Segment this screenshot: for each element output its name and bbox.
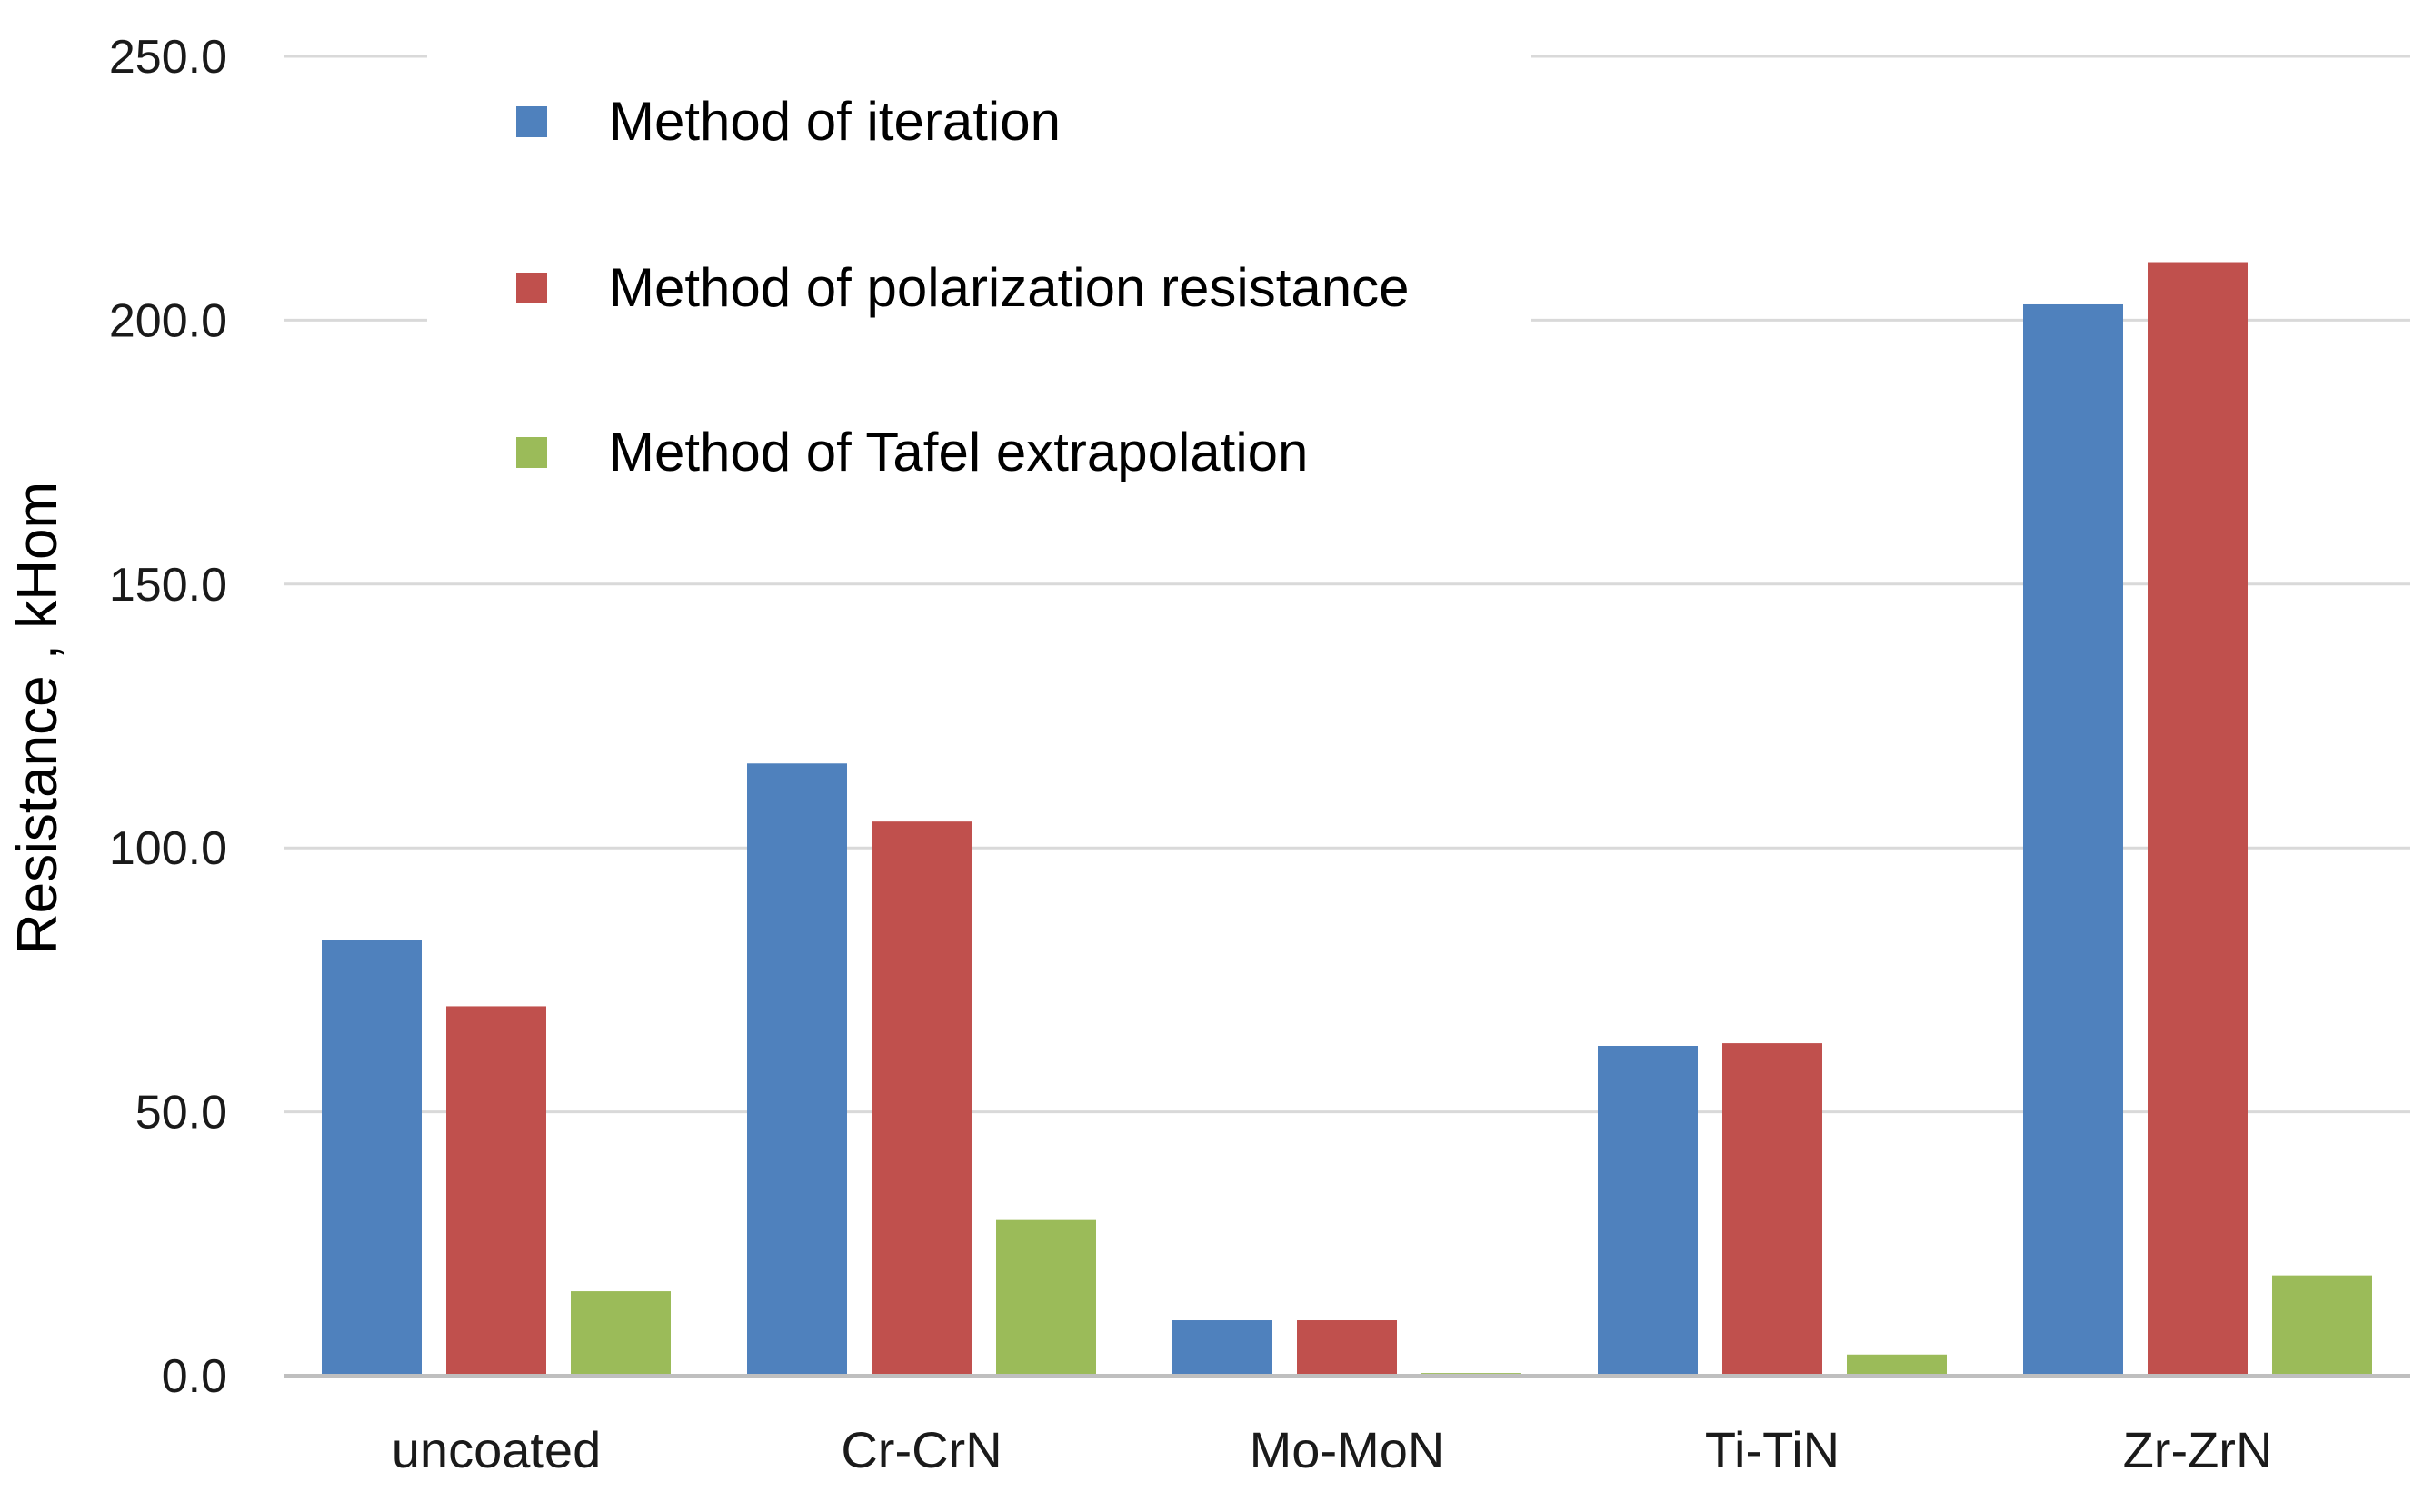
legend-label: Method of Tafel extrapolation (609, 422, 1308, 482)
x-tick-label: Zr-ZrN (2123, 1421, 2273, 1478)
y-axis-title: Resistance , kHom (6, 482, 69, 954)
bar-2-cr-crn (872, 821, 972, 1376)
y-tick-label: 0.0 (162, 1350, 227, 1403)
x-tick-label: Ti-TiN (1705, 1421, 1840, 1478)
bar-2-ti-tin (1722, 1043, 1822, 1376)
x-tick-label: Cr-CrN (841, 1421, 1002, 1478)
legend-swatch (516, 106, 547, 137)
y-tick-label: 100.0 (109, 822, 227, 875)
bar-1-cr-crn (747, 763, 847, 1376)
bar-3-cr-crn (996, 1219, 1096, 1376)
legend-label: Method of polarization resistance (609, 257, 1410, 318)
legend-swatch (516, 437, 547, 468)
bar-3-uncoated (571, 1291, 671, 1376)
bar-1-uncoated (322, 940, 422, 1376)
y-tick-label: 150.0 (109, 559, 227, 612)
legend-background (427, 55, 1531, 482)
bars (322, 262, 2372, 1377)
bar-2-mo-mon (1297, 1320, 1397, 1376)
axes: 0.0 50.0 100.0 150.0 200.0 250.0 uncoated Cr-Cr… (6, 31, 2410, 1478)
legend: Method of iteration Method of polarizatio… (427, 55, 1531, 482)
y-tick-label: 250.0 (109, 31, 227, 84)
legend-swatch (516, 273, 547, 303)
bar-2-uncoated (446, 1006, 546, 1376)
bar-1-zr-zrn (2023, 303, 2123, 1376)
bar-3-zr-zrn (2272, 1275, 2372, 1376)
bar-2-zr-zrn (2148, 262, 2248, 1377)
bar-1-mo-mon (1172, 1320, 1272, 1376)
y-tick-label: 200.0 (109, 294, 227, 347)
y-tick-label: 50.0 (135, 1087, 227, 1139)
bar-1-ti-tin (1598, 1046, 1698, 1376)
x-tick-label: Mo-MoN (1250, 1421, 1445, 1478)
bar-3-ti-tin (1847, 1354, 1947, 1376)
legend-label: Method of iteration (609, 91, 1061, 152)
x-tick-label: uncoated (392, 1421, 601, 1478)
